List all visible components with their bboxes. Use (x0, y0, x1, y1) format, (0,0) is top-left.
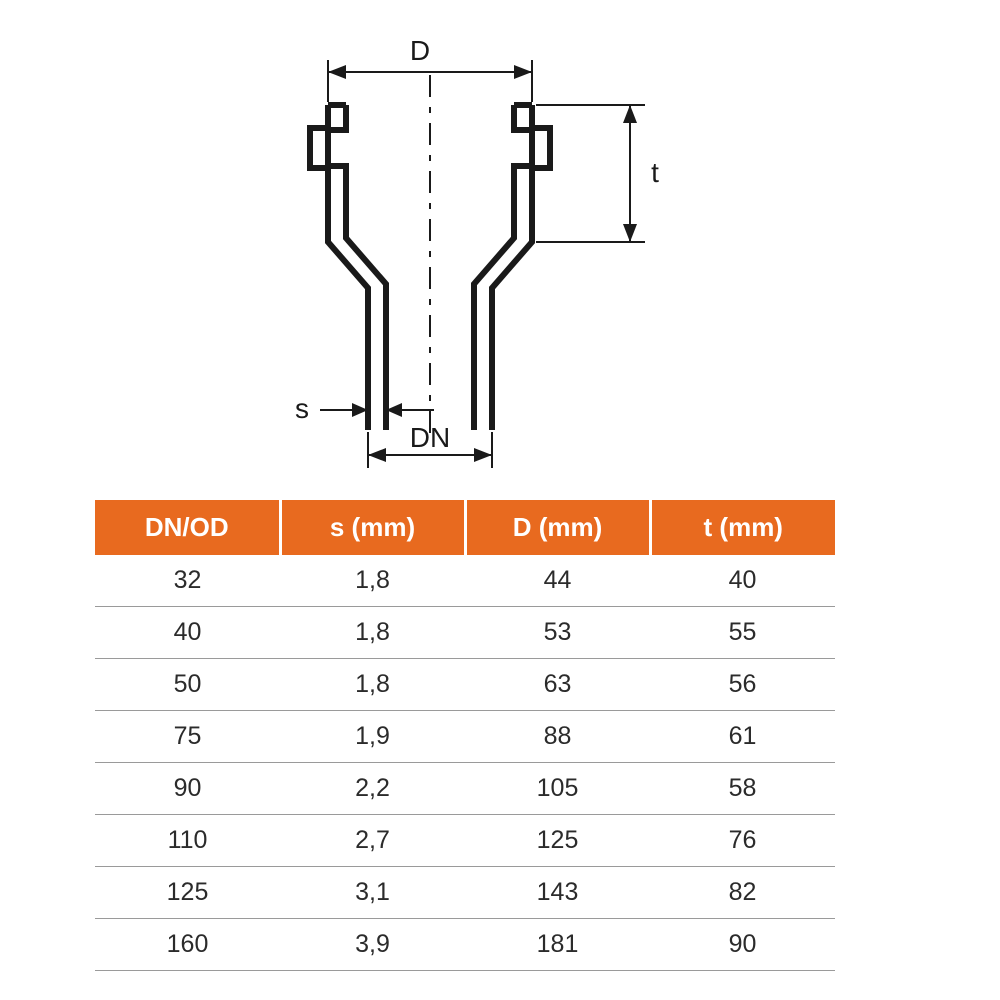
table-cell: 76 (650, 815, 835, 867)
col-dnod: DN/OD (95, 500, 280, 555)
table-header-row: DN/OD s (mm) D (mm) t (mm) (95, 500, 835, 555)
table-cell: 2,7 (280, 815, 465, 867)
table-cell: 3,1 (280, 867, 465, 919)
table-cell: 58 (650, 763, 835, 815)
dimensions-table-wrap: DN/OD s (mm) D (mm) t (mm) 321,84440401,… (95, 500, 835, 971)
table-cell: 2,2 (280, 763, 465, 815)
pipe-svg: D t DN s (210, 20, 740, 475)
table-row: 1253,114382 (95, 867, 835, 919)
table-cell: 110 (95, 815, 280, 867)
table-row: 501,86356 (95, 659, 835, 711)
table-cell: 90 (95, 763, 280, 815)
col-s: s (mm) (280, 500, 465, 555)
table-row: 902,210558 (95, 763, 835, 815)
table-row: 1603,918190 (95, 919, 835, 971)
table-cell: 63 (465, 659, 650, 711)
table-cell: 143 (465, 867, 650, 919)
label-t: t (651, 157, 659, 188)
col-D: D (mm) (465, 500, 650, 555)
table-row: 401,85355 (95, 607, 835, 659)
table-cell: 181 (465, 919, 650, 971)
table-cell: 55 (650, 607, 835, 659)
table-cell: 1,8 (280, 607, 465, 659)
table-row: 321,84440 (95, 555, 835, 607)
table-cell: 160 (95, 919, 280, 971)
table-cell: 32 (95, 555, 280, 607)
table-cell: 105 (465, 763, 650, 815)
table-cell: 1,8 (280, 659, 465, 711)
label-DN: DN (410, 422, 450, 453)
table-cell: 61 (650, 711, 835, 763)
pipe-diagram: D t DN s (210, 20, 740, 475)
table-cell: 3,9 (280, 919, 465, 971)
table-cell: 90 (650, 919, 835, 971)
table-cell: 1,9 (280, 711, 465, 763)
table-cell: 50 (95, 659, 280, 711)
table-cell: 82 (650, 867, 835, 919)
table-cell: 1,8 (280, 555, 465, 607)
table-cell: 40 (95, 607, 280, 659)
table-row: 751,98861 (95, 711, 835, 763)
table-cell: 53 (465, 607, 650, 659)
table-cell: 125 (465, 815, 650, 867)
table-cell: 44 (465, 555, 650, 607)
table-cell: 40 (650, 555, 835, 607)
table-cell: 88 (465, 711, 650, 763)
table-cell: 75 (95, 711, 280, 763)
label-s: s (295, 393, 309, 424)
label-D: D (410, 35, 430, 66)
table-row: 1102,712576 (95, 815, 835, 867)
table-cell: 56 (650, 659, 835, 711)
col-t: t (mm) (650, 500, 835, 555)
dimensions-table: DN/OD s (mm) D (mm) t (mm) 321,84440401,… (95, 500, 835, 971)
table-cell: 125 (95, 867, 280, 919)
